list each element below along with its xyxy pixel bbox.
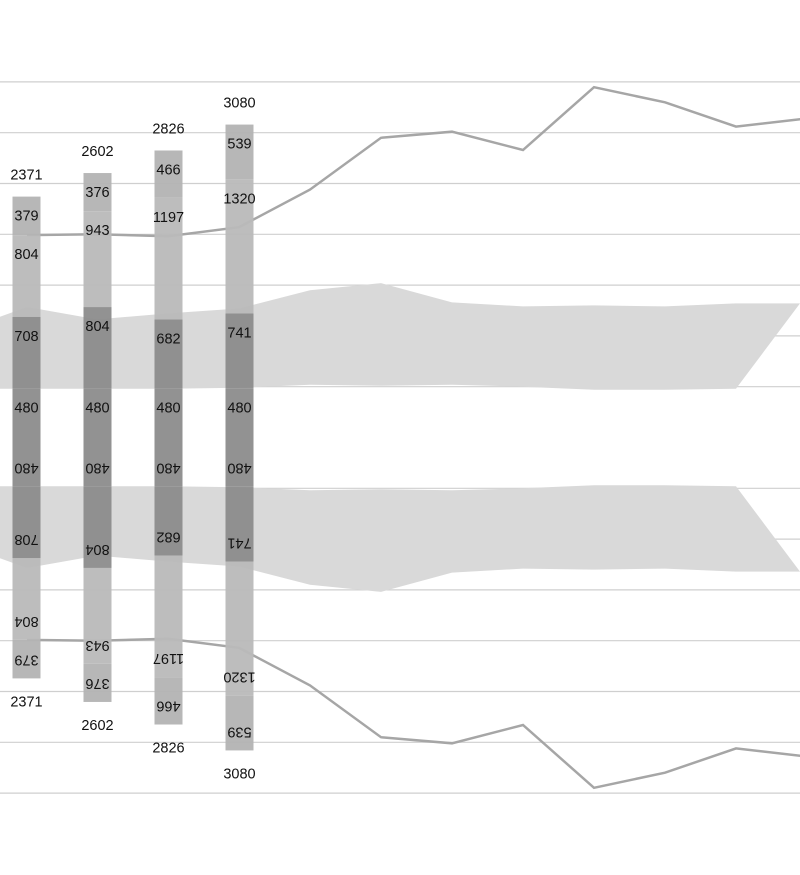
bar-segment-lower [154,677,183,725]
segment-label-lower: 379 [14,651,38,667]
bar-segment-upper [12,235,41,317]
bar-segment-upper [154,319,183,389]
total-label-upper: 2371 [10,168,42,184]
bar-segment-upper [83,307,112,389]
bar-segment-lower [154,486,183,556]
segment-label-lower: 943 [85,637,109,653]
bar-segment-upper [225,179,254,314]
bar-segment-lower [83,437,112,487]
total-label-upper: 3080 [223,96,255,112]
total-label-lower: 3080 [223,766,255,782]
data-labels: 480 480 708 708 804 804 379 379 2371 2371 480 480 80… [10,96,255,783]
bar-segment-lower [225,437,254,487]
total-label-upper: 2602 [81,144,113,160]
bar-segment-upper [225,388,254,438]
segment-label-upper: 1320 [223,191,255,207]
segment-label-lower: 804 [85,541,109,557]
total-line-upper [26,85,800,238]
segment-label-upper: 480 [227,401,251,417]
segment-label-lower: 682 [156,529,180,545]
segment-label-upper: 480 [156,401,180,417]
segment-label-upper: 376 [85,185,109,201]
bar-segment-upper [225,313,254,389]
segment-label-upper: 804 [14,247,38,263]
total-label-lower: 2602 [81,718,113,734]
bar-segment-upper [12,316,41,389]
bar-segment-lower [225,695,254,751]
bar-segment-upper [154,388,183,438]
bar-segment-lower [225,561,254,696]
bar-segment-lower [12,486,41,559]
bar-segment-upper [12,388,41,438]
segment-label-lower: 480 [85,459,109,475]
bar-segment-lower [154,555,183,678]
area-band-lower [0,485,800,592]
bar-segment-upper [83,388,112,438]
gridlines [0,81,800,794]
bar-segment-lower [83,663,112,702]
segment-label-upper: 708 [14,329,38,345]
segment-label-lower: 480 [156,459,180,475]
bar-segment-lower [83,567,112,664]
bar-segment-upper [83,211,112,308]
bars [12,124,254,751]
bar-segment-lower [12,558,41,640]
total-lines [26,85,800,790]
segment-label-lower: 741 [227,535,251,551]
bar-segment-lower [154,437,183,487]
segment-label-upper: 480 [14,401,38,417]
area-band-upper [0,283,800,390]
total-label-lower: 2826 [152,741,184,757]
segment-label-upper: 539 [227,137,251,153]
bar-segment-lower [83,486,112,568]
segment-label-upper: 379 [14,209,38,225]
bar-segment-upper [154,150,183,198]
bar-segment-upper [83,173,112,212]
segment-label-upper: 804 [85,319,109,335]
total-line-lower [26,637,800,790]
segment-label-upper: 682 [156,331,180,347]
segment-label-upper: 480 [85,401,109,417]
bar-segment-upper [225,124,254,180]
segment-label-upper: 741 [227,325,251,341]
bar-segment-lower [12,639,41,679]
segment-label-lower: 708 [14,531,38,547]
segment-label-lower: 480 [14,459,38,475]
bar-segment-lower [225,486,254,562]
segment-label-lower: 466 [156,698,180,714]
segment-label-upper: 466 [156,162,180,178]
area-bands [0,283,800,592]
bar-segment-upper [12,196,41,236]
bar-segment-lower [12,437,41,487]
total-label-upper: 2826 [152,121,184,137]
segment-label-upper: 943 [85,223,109,239]
segment-label-lower: 804 [14,613,38,629]
segment-label-lower: 539 [227,723,251,739]
segment-label-lower: 480 [227,459,251,475]
segment-label-lower: 376 [85,675,109,691]
bar-segment-upper [154,197,183,320]
segment-label-lower: 1320 [223,669,255,685]
total-label-lower: 2371 [10,694,42,710]
segment-label-upper: 1197 [153,210,184,226]
segment-label-lower: 1197 [153,650,184,666]
